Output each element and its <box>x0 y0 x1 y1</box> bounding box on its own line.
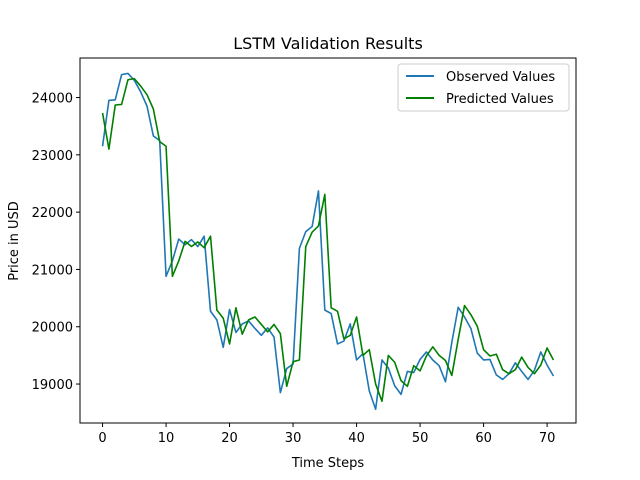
y-axis-label: Price in USD <box>7 201 22 281</box>
series-layer <box>101 72 555 411</box>
y-axis: 19000 20000 21000 22000 23000 24000 <box>32 92 80 393</box>
x-tick-label: 20 <box>221 431 238 446</box>
legend-box <box>397 63 570 112</box>
x-tick-label: 40 <box>348 431 365 446</box>
y-tick-label: 21000 <box>32 263 73 278</box>
x-axis-label: Time Steps <box>291 456 365 471</box>
plot-frame <box>79 57 577 424</box>
legend-label-predicted: Predicted Values <box>446 92 554 107</box>
series-line-predicted <box>101 77 555 403</box>
x-tick-label: 10 <box>158 431 175 446</box>
y-tick-label: 24000 <box>32 92 73 107</box>
y-tick-label: 22000 <box>32 206 73 221</box>
series-line-observed <box>101 72 555 411</box>
legend-label-observed: Observed Values <box>446 70 555 85</box>
x-tick-label: 50 <box>412 431 429 446</box>
y-tick-label: 20000 <box>32 321 73 336</box>
x-tick-label: 30 <box>285 431 302 446</box>
x-tick-label: 60 <box>475 431 492 446</box>
legend: Observed Values Predicted Values <box>397 63 570 112</box>
x-tick-label: 70 <box>539 431 556 446</box>
x-axis: 0 10 20 30 40 50 60 70 <box>98 423 555 446</box>
chart-title: LSTM Validation Results <box>233 34 423 53</box>
y-tick-label: 23000 <box>32 149 73 164</box>
y-tick-label: 19000 <box>32 378 73 393</box>
x-tick-label: 0 <box>98 431 106 446</box>
